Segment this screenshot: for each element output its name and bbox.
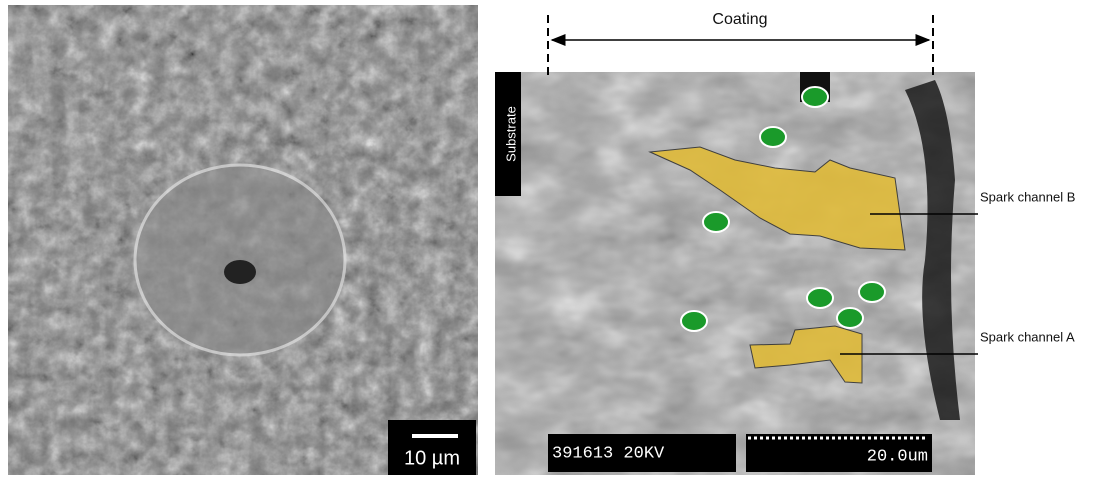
footer-id: 391613 20KV — [552, 444, 665, 463]
footer-scale: 20.0um — [867, 447, 928, 466]
page: 10 µm Substrate 391613 20KV 20.0um Coati… — [0, 0, 1112, 477]
channel-b-label: Spark channel B — [980, 189, 1075, 204]
coating-label: Coating — [712, 11, 767, 28]
scale-bar-label: 10 µm — [404, 447, 460, 469]
channel-a-label: Spark channel A — [980, 329, 1075, 344]
substrate-label: Substrate — [503, 106, 518, 162]
right-micrograph: Substrate 391613 20KV 20.0um — [495, 72, 975, 475]
figure: 10 µm Substrate 391613 20KV 20.0um Coati… — [0, 0, 1112, 477]
left-micrograph: 10 µm — [8, 5, 478, 475]
